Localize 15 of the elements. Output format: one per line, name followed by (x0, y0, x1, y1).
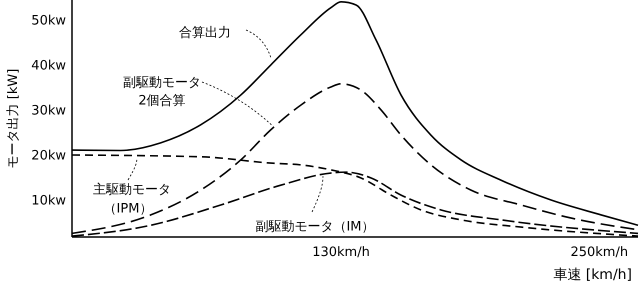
y-tick-label: 30kw (31, 103, 66, 118)
annotation: （IPM） (104, 202, 152, 217)
y-tick-label: 40kw (31, 58, 66, 74)
y-axis-title: モータ出力 [kW] (6, 68, 21, 168)
y-tick-label: 10kw (31, 194, 66, 209)
x-axis-title: 車速 [km/h] (553, 267, 632, 283)
annotation: 2個合算 (138, 94, 186, 109)
annotation: 副駆動モータ（IM） (255, 220, 375, 235)
x-tick-label: 130km/h (312, 245, 370, 260)
y-tick-label: 50kw (31, 13, 66, 28)
x-tick-label: 250km/h (570, 245, 628, 260)
annotation: 副駆動モータ (123, 76, 201, 91)
y-tick-label: 20kw (31, 148, 66, 164)
annotation: 合算出力 (179, 26, 231, 41)
annotation: 主駆動モータ (93, 182, 171, 198)
